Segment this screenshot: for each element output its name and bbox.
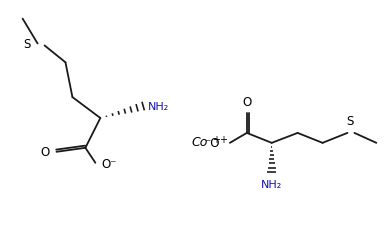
Text: NH₂: NH₂ — [148, 102, 169, 112]
Text: O: O — [242, 96, 251, 109]
Text: ⁻O: ⁻O — [204, 137, 220, 150]
Text: O⁻: O⁻ — [101, 158, 117, 171]
Text: S: S — [23, 38, 30, 51]
Text: ++: ++ — [212, 135, 228, 145]
Text: NH₂: NH₂ — [261, 180, 282, 190]
Text: O: O — [40, 146, 50, 159]
Text: Co: Co — [192, 136, 208, 149]
Text: S: S — [346, 115, 353, 128]
